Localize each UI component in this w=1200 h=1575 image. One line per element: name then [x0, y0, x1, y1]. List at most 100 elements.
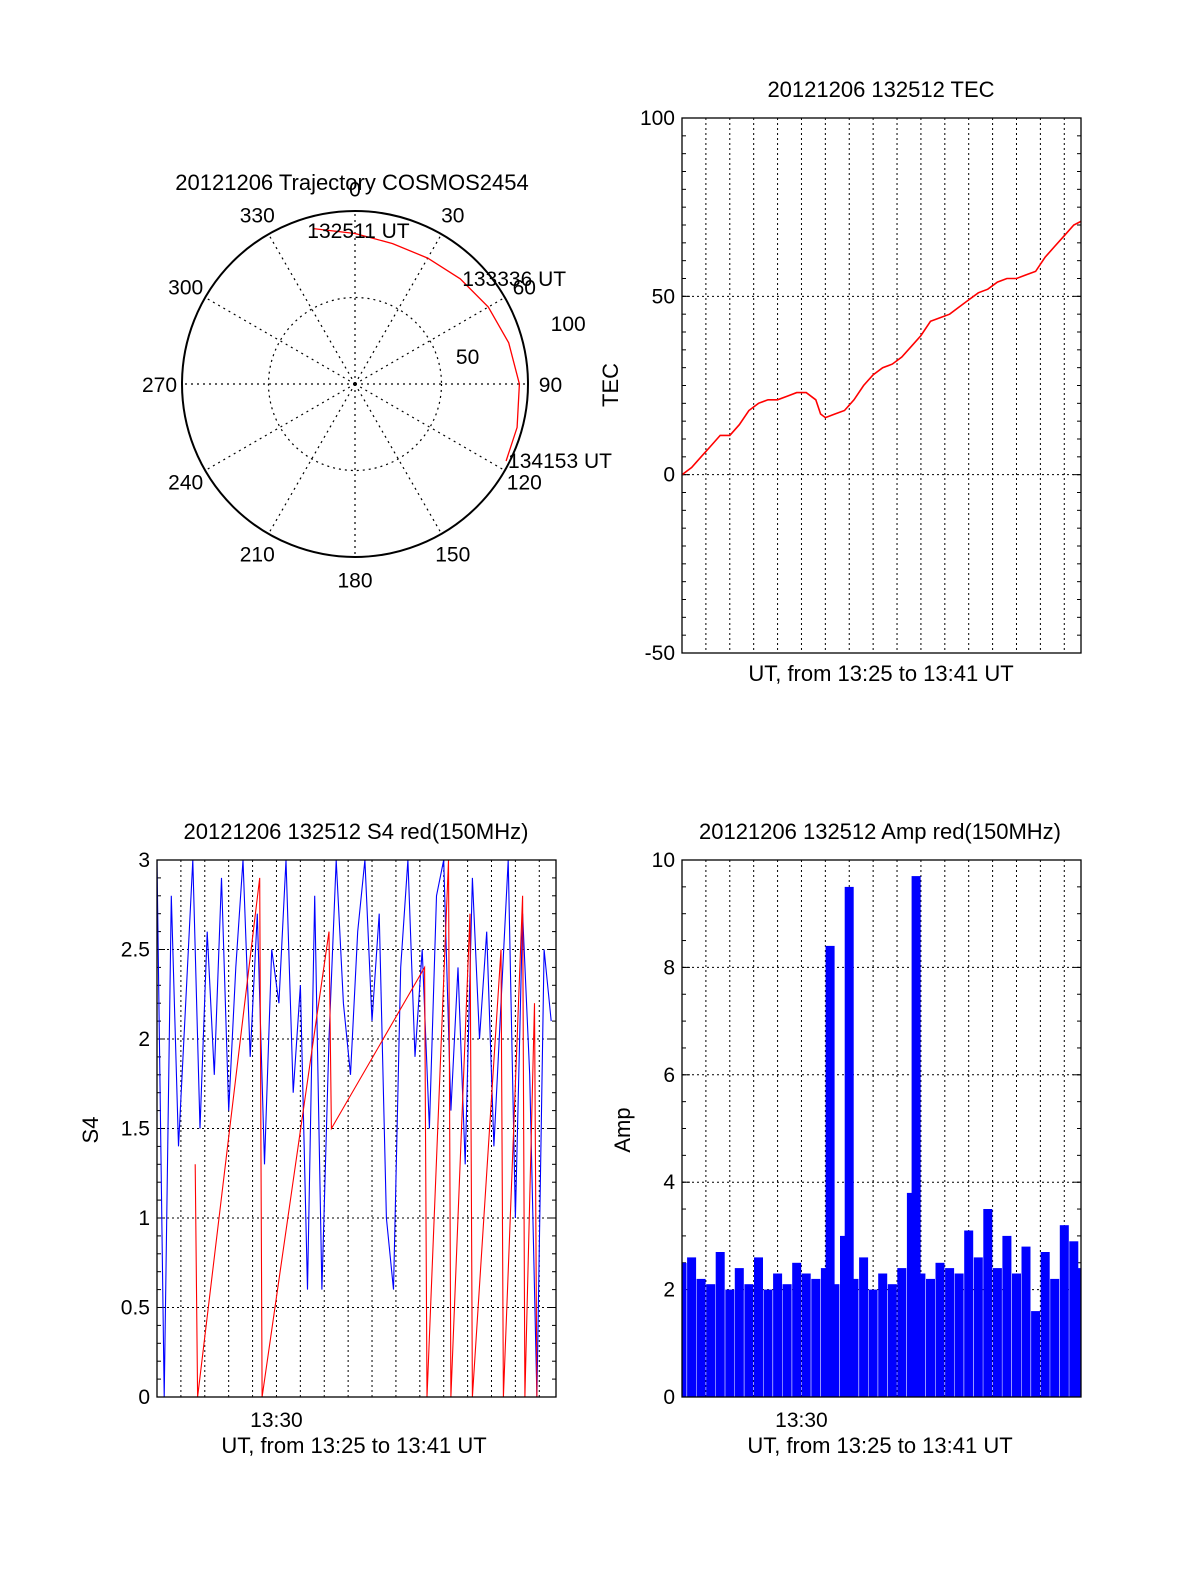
polar-radial-label: 100 — [551, 313, 586, 336]
amp-bar — [782, 1284, 792, 1397]
tec-ylabel: TEC — [598, 363, 623, 407]
polar-angle-label: 300 — [168, 276, 203, 299]
amp-bar — [992, 1268, 1002, 1397]
polar-grid — [181, 210, 529, 558]
tec-series-line — [682, 220, 1081, 476]
polar-angle-labels: 0 30 60 90 120 150 180 210 240 270 300 330 — [142, 179, 562, 593]
amp-ylabel: Amp — [610, 1107, 635, 1152]
polar-time-annotation: 134153 UT — [508, 450, 612, 473]
amp-bar — [1050, 1278, 1060, 1397]
y-tick-label: 10 — [652, 849, 675, 872]
y-tick-label: -50 — [645, 642, 675, 665]
amp-bar — [1059, 1225, 1069, 1397]
y-tick-label: 4 — [663, 1171, 675, 1194]
amp-bar — [878, 1273, 888, 1397]
y-tick-label: 2.5 — [121, 939, 150, 962]
y-tick-label: 3 — [138, 849, 150, 872]
y-tick-label: 0.5 — [121, 1297, 150, 1320]
amp-xlabel: UT, from 13:25 to 13:41 UT — [747, 1433, 1012, 1458]
polar-radial-label: 50 — [456, 346, 479, 369]
s4-chart: 20121206 132512 S4 red(150MHz) 0 0.5 1 1.5 2… — [78, 819, 557, 1458]
amp-bar — [801, 1273, 811, 1397]
y-tick-label: 0 — [663, 1386, 675, 1409]
y-tick-label: 2 — [663, 1279, 675, 1302]
amp-bar — [844, 886, 854, 1397]
polar-angle-label: 120 — [507, 472, 542, 495]
amp-bar — [706, 1284, 716, 1397]
amp-bar — [1069, 1241, 1079, 1397]
tec-chart: 20121206 132512 TEC -50 0 50 100 UT, from 1… — [598, 77, 1082, 686]
amp-bar — [725, 1289, 735, 1397]
amp-plot-area: 0 2 4 6 8 10 13:30 — [652, 849, 1082, 1432]
amp-bar — [1040, 1252, 1050, 1397]
polar-angle-label: 210 — [240, 543, 275, 566]
polar-spoke — [204, 383, 356, 472]
polar-inner-circle — [267, 296, 443, 472]
polar-radial-labels: 50 100 — [456, 313, 586, 369]
s4-plot-area: 0 0.5 1 1.5 2 2.5 3 13:30 — [121, 849, 557, 1432]
x-tick-label: 13:30 — [250, 1409, 303, 1432]
polar-angle-label: 60 — [513, 276, 536, 299]
amp-bar — [687, 1257, 697, 1397]
y-tick-label: 6 — [663, 1064, 675, 1087]
plot-frame — [681, 859, 1082, 1398]
amp-bar — [811, 1278, 821, 1397]
polar-angle-label: 330 — [240, 205, 275, 228]
amp-bar — [983, 1209, 993, 1397]
amp-bar — [887, 1284, 897, 1397]
polar-trajectory-chart: 20121206 Trajectory COSMOS2454 0 30 60 90 12… — [142, 170, 612, 592]
amp-bar — [1074, 1268, 1081, 1397]
y-tick-label: 8 — [663, 956, 675, 979]
amp-bar — [973, 1257, 983, 1397]
amp-bar — [964, 1230, 974, 1397]
polar-title: 20121206 Trajectory COSMOS2454 — [175, 170, 528, 195]
amp-bar — [1012, 1273, 1021, 1397]
plot-frame — [156, 859, 557, 1398]
s4-series-line — [194, 860, 538, 1397]
amp-bar — [868, 1289, 878, 1397]
x-tick-label: 13:30 — [775, 1409, 828, 1432]
s4-title: 20121206 132512 S4 red(150MHz) — [184, 819, 529, 844]
polar-spoke — [354, 296, 506, 385]
amp-bar — [945, 1268, 955, 1397]
amp-bar — [906, 1192, 916, 1397]
amp-bar — [825, 945, 835, 1397]
amp-bar — [1021, 1246, 1031, 1397]
amp-bar — [754, 1257, 763, 1397]
amp-bar — [696, 1278, 706, 1397]
plot-frame — [681, 117, 1082, 654]
amp-bar — [744, 1284, 754, 1397]
polar-outer-circle — [181, 210, 529, 558]
polar-spoke — [204, 296, 356, 385]
amp-bar — [715, 1252, 725, 1397]
amp-bar — [1002, 1235, 1012, 1397]
s4-series-line — [157, 860, 552, 1397]
amp-bar — [859, 1257, 869, 1397]
amp-bar — [763, 1289, 773, 1397]
amp-bar — [897, 1268, 907, 1397]
amp-bar — [935, 1262, 945, 1397]
polar-angle-label: 180 — [337, 569, 372, 592]
polar-spoke — [354, 233, 443, 385]
y-tick-label: 1.5 — [121, 1118, 150, 1141]
polar-trajectory-line — [313, 227, 521, 462]
polar-angle-label: 0 — [349, 179, 361, 202]
amp-bar — [830, 1284, 840, 1397]
amp-title: 20121206 132512 Amp red(150MHz) — [699, 819, 1061, 844]
amp-bar — [954, 1273, 964, 1397]
polar-angle-label: 150 — [435, 543, 470, 566]
y-tick-label: 0 — [663, 464, 675, 487]
polar-spoke — [354, 383, 443, 535]
amp-bar — [926, 1278, 935, 1397]
tec-plot-area: -50 0 50 100 — [640, 107, 1082, 665]
polar-angle-label: 90 — [539, 374, 562, 397]
polar-time-annotation: 132511 UT — [307, 220, 410, 243]
amp-bar — [840, 1235, 849, 1397]
amp-bar — [820, 1268, 830, 1397]
amp-bar — [792, 1262, 802, 1397]
tec-title: 20121206 132512 TEC — [767, 77, 994, 102]
y-tick-label: 100 — [640, 107, 675, 130]
polar-spoke — [267, 233, 356, 385]
polar-trajectory-series — [313, 227, 521, 462]
